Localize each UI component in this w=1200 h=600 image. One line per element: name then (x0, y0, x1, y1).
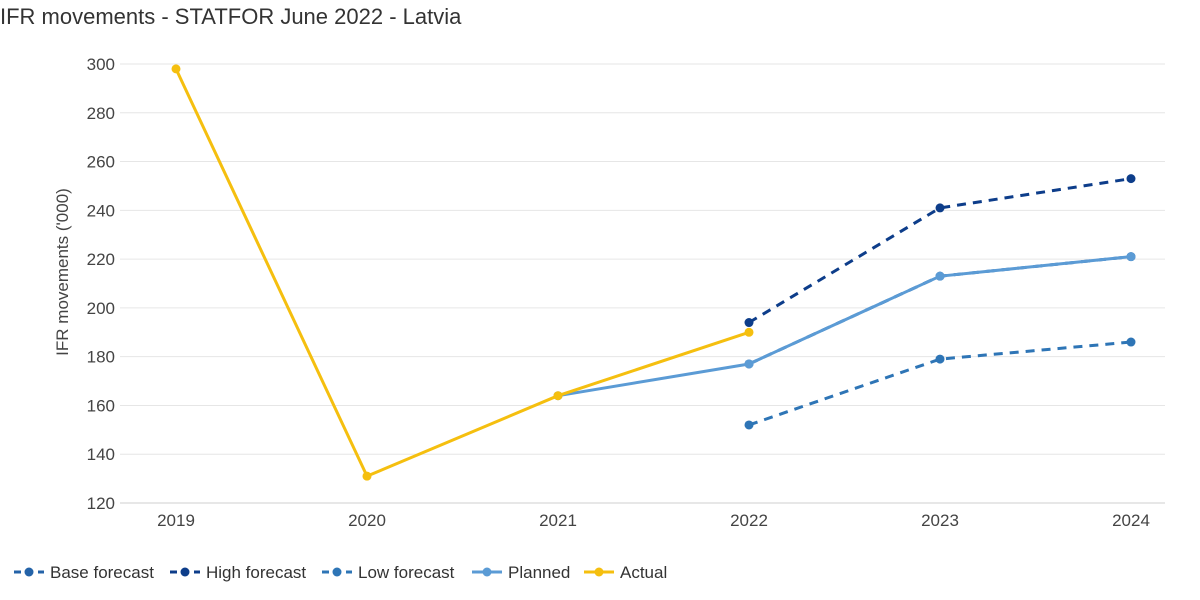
series (171, 64, 1136, 481)
legend-item: Planned (472, 563, 570, 582)
series-line (556, 255, 1133, 398)
series-line (748, 177, 1132, 324)
legend-swatch-dot (594, 567, 604, 577)
x-tick-label: 2020 (348, 511, 386, 530)
legend-item: High forecast (170, 563, 306, 582)
data-point (744, 359, 754, 369)
x-axis: 2019 2020 2021 2022 2023 2024 (157, 511, 1150, 530)
y-tick-label: 160 (87, 396, 115, 415)
data-point (171, 64, 181, 74)
series-line (748, 340, 1132, 427)
legend-label: Actual (620, 563, 667, 582)
data-point (935, 354, 945, 364)
data-point (744, 327, 754, 337)
legend-label: Planned (508, 563, 570, 582)
series-high-forecast (744, 174, 1136, 328)
legend-item: Base forecast (14, 563, 154, 582)
legend-swatch-dot (482, 567, 492, 577)
x-tick-label: 2021 (539, 511, 577, 530)
y-tick-label: 220 (87, 250, 115, 269)
legend-label: Low forecast (358, 563, 455, 582)
legend-item: Actual (584, 563, 667, 582)
y-axis: 120 140 160 180 200 220 240 260 280 300 (87, 55, 115, 513)
data-point (744, 420, 754, 430)
x-tick-label: 2019 (157, 511, 195, 530)
y-tick-label: 180 (87, 348, 115, 367)
legend: Base forecast High forecast Low forecast Pl… (14, 563, 667, 582)
legend-swatch-dot (24, 567, 34, 577)
gridlines (120, 63, 1165, 504)
y-tick-label: 200 (87, 299, 115, 318)
data-point (1126, 337, 1136, 347)
legend-swatch-dot (332, 567, 342, 577)
legend-label: High forecast (206, 563, 306, 582)
data-point (1126, 174, 1136, 184)
series-actual (171, 64, 754, 481)
x-tick-label: 2022 (730, 511, 768, 530)
series-low-forecast (744, 337, 1136, 430)
data-point (1126, 252, 1136, 262)
data-point (553, 391, 563, 401)
y-axis-title: IFR movements ('000) (53, 188, 72, 356)
data-point (935, 203, 945, 213)
series-base-forecast (744, 252, 1136, 369)
data-point (362, 471, 372, 481)
x-tick-label: 2023 (921, 511, 959, 530)
data-point (935, 271, 945, 281)
y-tick-label: 300 (87, 55, 115, 74)
series-line (174, 67, 751, 478)
y-tick-label: 120 (87, 494, 115, 513)
data-point (744, 318, 754, 328)
y-tick-label: 240 (87, 201, 115, 220)
y-tick-label: 140 (87, 445, 115, 464)
x-tick-label: 2024 (1112, 511, 1150, 530)
legend-label: Base forecast (50, 563, 154, 582)
chart-title: IFR movements - STATFOR June 2022 - Latv… (0, 4, 462, 29)
series-planned (553, 252, 1136, 401)
legend-swatch-dot (180, 567, 190, 577)
legend-item: Low forecast (322, 563, 455, 582)
y-tick-label: 280 (87, 104, 115, 123)
y-tick-label: 260 (87, 153, 115, 172)
